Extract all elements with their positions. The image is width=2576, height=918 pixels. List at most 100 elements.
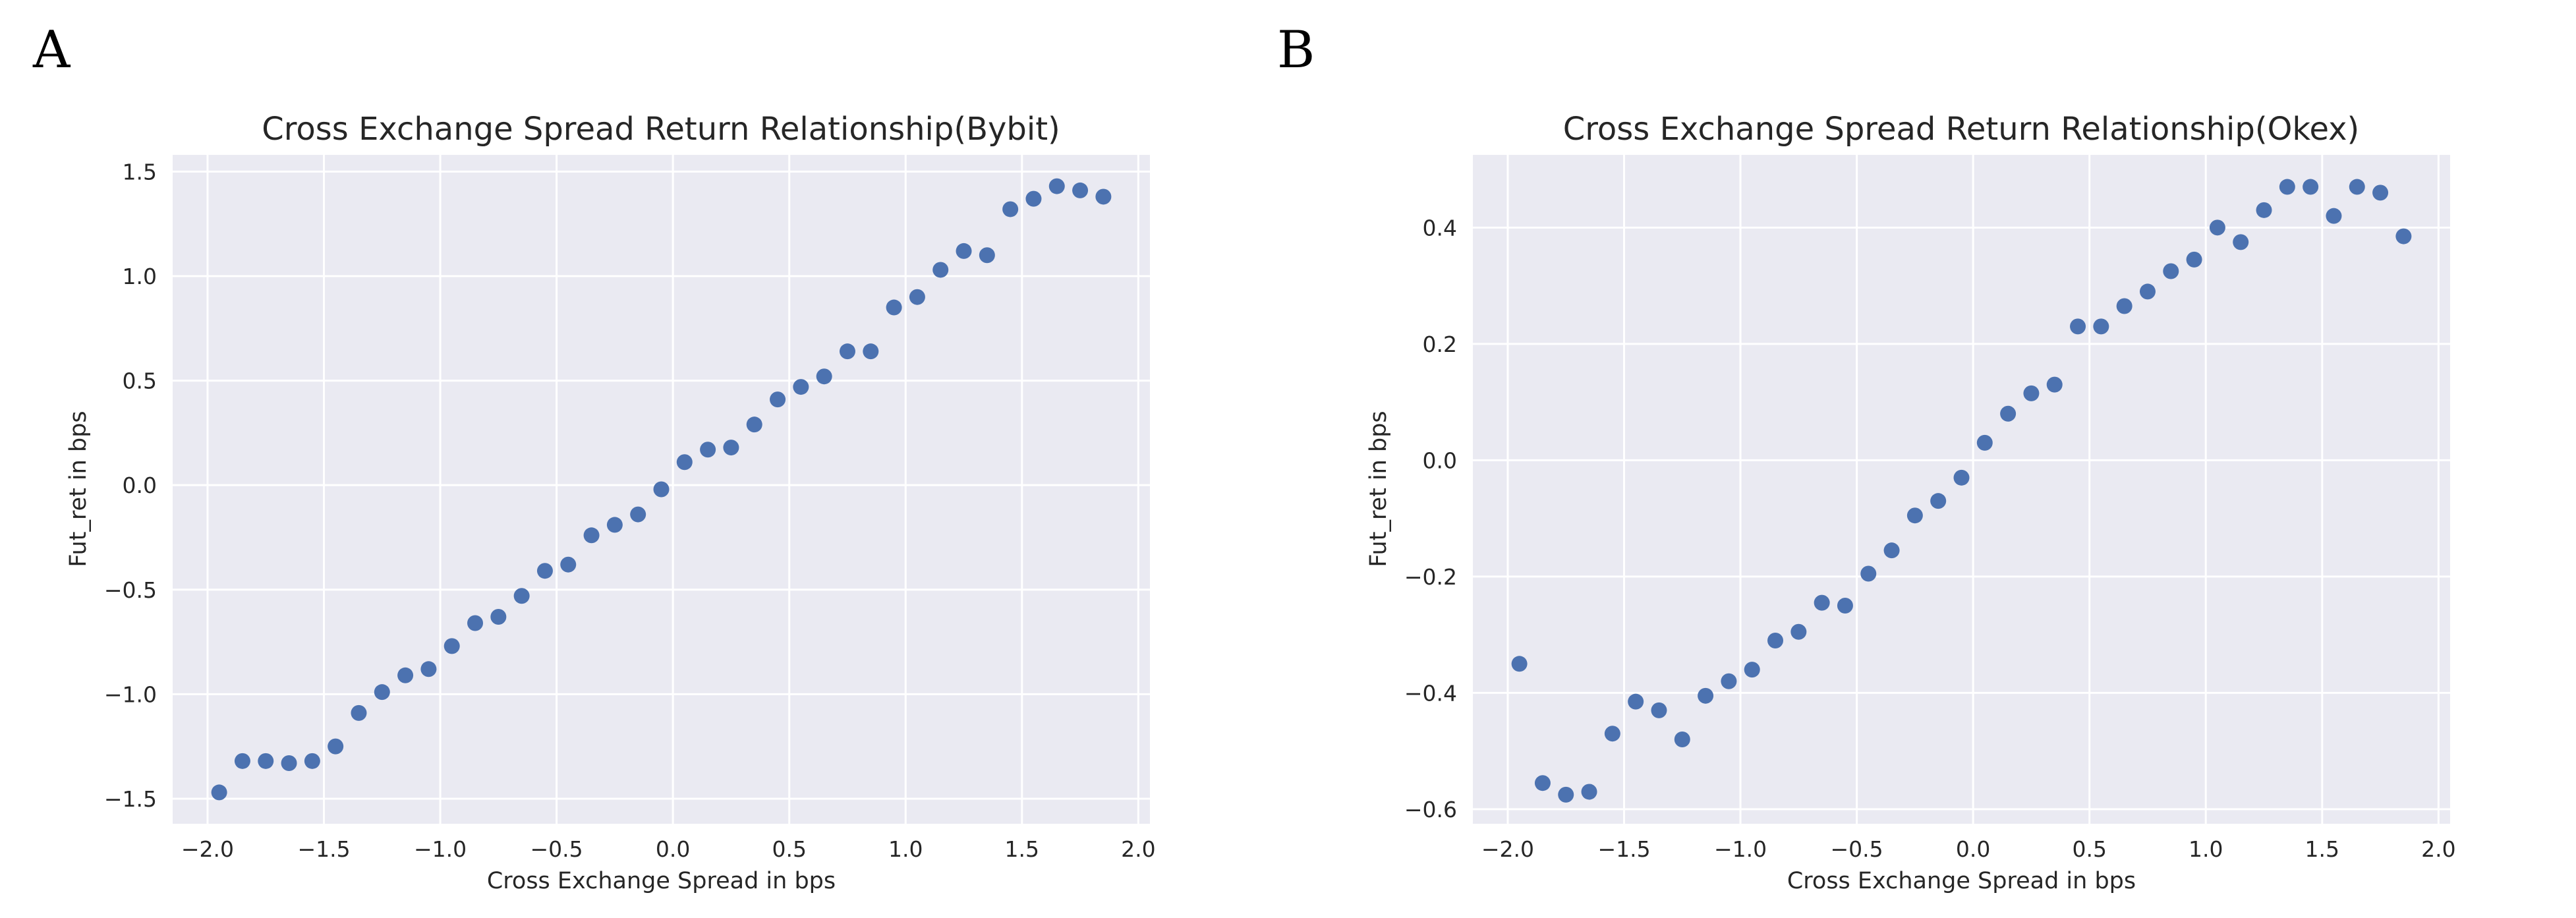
chart-a-x-tick-label: 1.5 <box>1005 836 1039 862</box>
chart-b-title: Cross Exchange Spread Return Relationshi… <box>1563 111 2360 148</box>
chart-okex: −2.0 −1.5 −1.0 −0.5 0.0 0.5 1.0 1.5 2.0 −0.6 −0.4 −… <box>1365 111 2456 894</box>
chart-a-data-point <box>932 262 949 278</box>
chart-a-data-point <box>839 343 855 360</box>
chart-b-x-tick-label: −1.0 <box>1714 836 1767 862</box>
chart-b-y-tick-label: 0.2 <box>1423 331 1457 357</box>
chart-a-y-tick-label: 0.5 <box>123 368 157 394</box>
chart-a-data-point <box>1025 190 1042 207</box>
chart-b-data-point <box>1860 565 1877 582</box>
chart-a-data-point <box>723 440 739 456</box>
chart-b-data-point <box>2233 234 2249 250</box>
chart-a-data-point <box>793 379 809 395</box>
chart-a-x-tick-label: 1.0 <box>888 836 923 862</box>
chart-b-data-point <box>2326 208 2342 224</box>
chart-b-x-tick-label: 0.0 <box>1956 836 1990 862</box>
chart-a-data-point <box>909 289 925 305</box>
chart-a-y-tick-label: −1.0 <box>104 681 157 707</box>
chart-a-data-point <box>536 563 553 579</box>
chart-a-x-tick-label: −2.0 <box>181 836 234 862</box>
chart-b-data-point <box>2303 179 2319 195</box>
chart-b-data-point <box>2209 219 2225 236</box>
chart-b-data-point <box>1558 786 1574 803</box>
chart-a-data-point <box>886 299 902 316</box>
chart-a-x-axis-label: Cross Exchange Spread in bps <box>487 868 836 894</box>
chart-b-plot-area <box>1473 155 2450 824</box>
panel-label-b: B <box>1277 20 1315 80</box>
chart-b-data-point <box>1976 434 1993 451</box>
chart-bybit: −2.0 −1.5 −1.0 −0.5 0.0 0.5 1.0 1.5 2.0 −1.5 −1.0 −… <box>65 111 1156 894</box>
chart-b-data-point <box>1953 469 1970 486</box>
chart-b-x-tick-label: 1.5 <box>2305 836 2339 862</box>
chart-b-data-point <box>2256 202 2272 218</box>
chart-b-data-point <box>1814 594 1830 611</box>
chart-b-data-point <box>1698 687 1714 704</box>
chart-a-data-point <box>746 416 762 433</box>
chart-b-data-point <box>1883 542 1900 559</box>
chart-b-data-point <box>2023 385 2040 401</box>
chart-a-data-point <box>630 506 646 523</box>
chart-a-x-tick-label: −1.5 <box>297 836 350 862</box>
chart-b-data-point <box>1674 732 1690 748</box>
chart-b-data-point <box>1744 662 1760 678</box>
chart-a-data-point <box>234 753 250 769</box>
chart-a-data-point <box>606 517 623 533</box>
chart-b-data-point <box>1930 493 1947 509</box>
chart-b-data-point <box>1604 726 1620 742</box>
chart-b-x-axis-label: Cross Exchange Spread in bps <box>1787 868 2136 894</box>
panel-label-a: A <box>32 20 71 80</box>
chart-b-data-point <box>2046 376 2063 393</box>
chart-a-data-point <box>583 527 600 544</box>
chart-b-x-tick-label: −0.5 <box>1831 836 1883 862</box>
chart-a-data-point <box>863 343 879 360</box>
chart-a-data-point <box>490 608 507 625</box>
chart-b-data-point <box>2372 185 2389 201</box>
chart-a-x-tick-label: 2.0 <box>1121 836 1155 862</box>
chart-a-data-point <box>653 481 670 498</box>
chart-b-data-point <box>1790 623 1807 640</box>
chart-a-data-point <box>1048 178 1065 194</box>
chart-b-data-point <box>2139 283 2156 300</box>
chart-b-y-tick-label: 0.0 <box>1423 447 1457 473</box>
chart-a-data-point <box>1072 182 1089 198</box>
chart-a-y-axis-label: Fut_ret in bps <box>65 411 92 567</box>
chart-a-data-point <box>770 391 786 408</box>
chart-b-data-point <box>1651 702 1667 718</box>
chart-a-data-point <box>397 667 414 683</box>
chart-a-y-tick-label: 1.0 <box>123 264 157 289</box>
chart-a-data-point <box>560 556 577 573</box>
chart-a-data-point <box>467 615 484 631</box>
chart-a-data-point <box>700 442 716 458</box>
chart-a-data-point <box>956 243 972 259</box>
chart-b-data-point <box>1906 507 1923 524</box>
chart-a-data-point <box>351 704 367 721</box>
chart-b-data-point <box>2070 318 2086 335</box>
chart-b-x-tick-label: 1.0 <box>2189 836 2223 862</box>
chart-b-data-point <box>2093 318 2109 335</box>
chart-b-data-point <box>1511 656 1528 672</box>
chart-b-y-axis-label: Fut_ret in bps <box>1365 411 1392 567</box>
chart-a-data-point <box>328 738 344 755</box>
chart-b-data-point <box>2395 228 2412 244</box>
chart-b-data-point <box>1581 784 1597 800</box>
chart-b-data-point <box>1534 775 1551 791</box>
chart-a-title: Cross Exchange Spread Return Relationshi… <box>262 111 1060 148</box>
chart-a-data-point <box>676 454 693 471</box>
chart-a-data-point <box>281 755 297 772</box>
chart-b-data-point <box>2163 263 2179 279</box>
chart-b-x-tick-label: −1.5 <box>1597 836 1650 862</box>
chart-b-y-tick-label: −0.4 <box>1404 680 1457 706</box>
chart-a-data-point <box>816 368 832 385</box>
chart-b-y-tick-label: 0.4 <box>1423 215 1457 241</box>
chart-a-x-tick-label: 0.0 <box>656 836 690 862</box>
chart-a-data-point <box>979 247 995 264</box>
chart-a-y-tick-label: −1.5 <box>104 786 157 812</box>
chart-b-data-point <box>1837 598 1853 614</box>
chart-b-x-tick-label: 0.5 <box>2072 836 2106 862</box>
chart-b-data-point <box>2116 298 2132 314</box>
chart-b-data-point <box>2000 405 2017 422</box>
chart-a-data-point <box>513 588 530 604</box>
chart-b-y-tick-label: −0.6 <box>1404 797 1457 822</box>
chart-b-x-tick-label: 2.0 <box>2421 836 2455 862</box>
chart-a-data-point <box>374 684 390 701</box>
